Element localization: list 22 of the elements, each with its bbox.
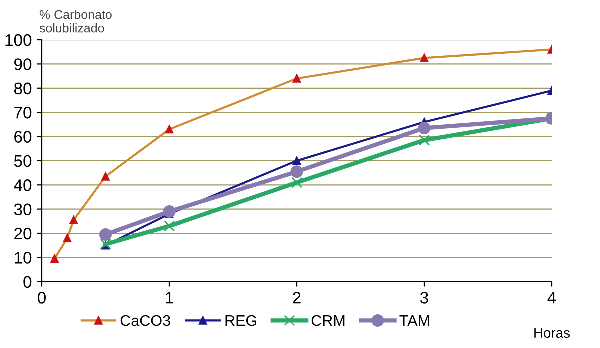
y-tick-label: 10 <box>15 252 32 264</box>
x-axis-title: Horas <box>534 328 570 338</box>
y-tick-label: 40 <box>14 180 32 192</box>
y-tick-label: 0 <box>24 276 32 288</box>
y-tick-label: 20 <box>14 228 32 240</box>
x-tick-label: 0 <box>38 292 46 304</box>
legend-label: REG <box>226 315 256 326</box>
x-tick-label: 2 <box>293 292 301 304</box>
legend-label: CaCO3 <box>120 315 170 326</box>
legend-label: CRM <box>312 315 345 326</box>
legend-label: TAM <box>400 316 430 326</box>
y-tick-label: 60 <box>14 131 32 143</box>
x-tick-label: 1 <box>166 292 174 304</box>
y-tick-label: 30 <box>14 204 32 216</box>
y-tick-label: 50 <box>14 155 32 168</box>
x-tick-label: 3 <box>420 292 428 304</box>
y-axis-title: % Carbonato solubilizado <box>40 10 112 33</box>
y-tick-label: 90 <box>14 58 32 70</box>
y-tick-label: 100 <box>6 34 32 46</box>
y-tick-label: 70 <box>14 106 32 119</box>
y-tick-label: 80 <box>14 82 32 95</box>
x-tick-label: 4 <box>548 292 556 304</box>
